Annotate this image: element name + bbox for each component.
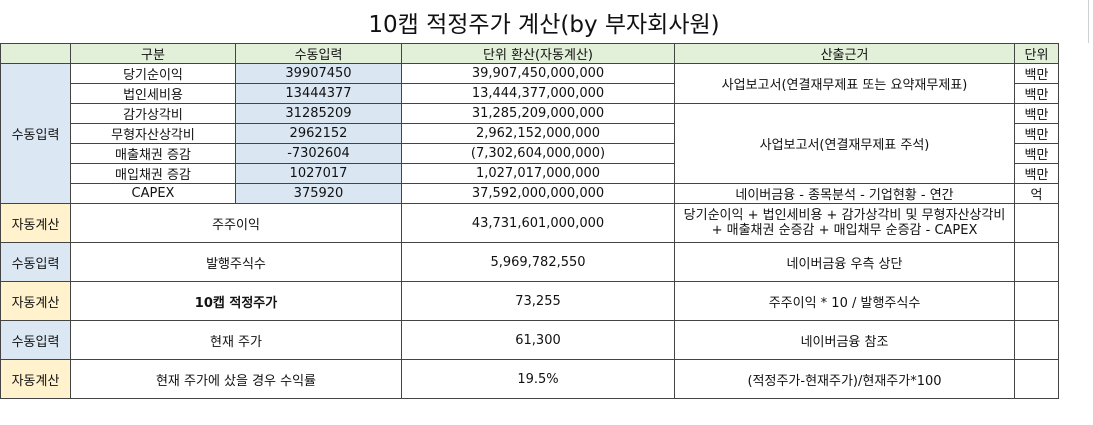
item-cell[interactable]: 당기순이익 bbox=[70, 63, 236, 84]
summary-row: 자동계산 주주이익 43,731,601,000,000 당기순이익 + 법인세… bbox=[0, 203, 1089, 243]
category-auto[interactable]: 자동계산 bbox=[0, 281, 71, 321]
header-converted[interactable]: 단위 환산(자동계산) bbox=[401, 43, 675, 64]
category-auto[interactable]: 자동계산 bbox=[0, 359, 71, 399]
header-cell-blank[interactable] bbox=[0, 43, 71, 64]
summary-value[interactable]: 43,731,601,000,000 bbox=[401, 203, 675, 243]
unit-cell[interactable]: 백만 bbox=[1014, 143, 1059, 164]
input-cell[interactable]: -7302604 bbox=[235, 143, 402, 164]
category-manual[interactable]: 수동입력 bbox=[0, 320, 71, 360]
item-cell[interactable]: 감가상각비 bbox=[70, 103, 236, 124]
converted-cell[interactable]: 1,027,017,000,000 bbox=[401, 163, 675, 184]
input-cell[interactable]: 39907450 bbox=[235, 63, 402, 84]
summary-basis[interactable]: 네이버금융 참조 bbox=[674, 320, 1015, 360]
basis-cell[interactable]: 사업보고서(연결재무제표 또는 요약재무제표) bbox=[674, 63, 1015, 104]
item-cell[interactable]: CAPEX bbox=[70, 183, 236, 204]
unit-cell[interactable]: 백만 bbox=[1014, 163, 1059, 184]
unit-cell[interactable]: 백만 bbox=[1014, 83, 1059, 104]
input-cell[interactable]: 13444377 bbox=[235, 83, 402, 104]
basis-cell[interactable]: 사업보고서(연결재무제표 주석) bbox=[674, 103, 1015, 184]
category-manual[interactable]: 수동입력 bbox=[0, 242, 71, 282]
unit-cell[interactable] bbox=[1014, 242, 1059, 282]
converted-cell[interactable]: 2,962,152,000,000 bbox=[401, 123, 675, 144]
item-cell[interactable]: 매출채권 증감 bbox=[70, 143, 236, 164]
converted-cell[interactable]: 13,444,377,000,000 bbox=[401, 83, 675, 104]
header-unit[interactable]: 단위 bbox=[1014, 43, 1059, 64]
item-cell[interactable]: 법인세비용 bbox=[70, 83, 236, 104]
converted-cell-negative[interactable]: (7,302,604,000,000) bbox=[401, 143, 675, 164]
unit-cell[interactable] bbox=[1014, 203, 1059, 243]
header-row: 구분 수동입력 단위 환산(자동계산) 산출근거 단위 bbox=[0, 43, 1089, 64]
sheet-title: 10캡 적정주가 계산(by 부자회사원) bbox=[0, 0, 1089, 43]
summary-value[interactable]: 61,300 bbox=[401, 320, 675, 360]
summary-value[interactable]: 5,969,782,550 bbox=[401, 242, 675, 282]
summary-label[interactable]: 주주이익 bbox=[70, 203, 402, 243]
unit-cell[interactable]: 백만 bbox=[1014, 63, 1059, 84]
table-row: CAPEX 375920 37,592,000,000,000 네이버금융 - … bbox=[1, 183, 1089, 204]
fair-price-label[interactable]: 10캡 적정주가 bbox=[70, 281, 402, 321]
unit-cell[interactable] bbox=[1014, 281, 1059, 321]
input-cell[interactable]: 2962152 bbox=[235, 123, 402, 144]
valuation-table: 구분 수동입력 단위 환산(자동계산) 산출근거 단위 수동입력 당기순이익 3… bbox=[0, 43, 1089, 399]
table-row: 매출채권 증감 -7302604 (7,302,604,000,000) 백만 bbox=[1, 143, 1089, 164]
converted-cell[interactable]: 39,907,450,000,000 bbox=[401, 63, 675, 84]
header-item[interactable]: 구분 bbox=[70, 43, 236, 64]
summary-value[interactable]: 19.5% bbox=[401, 359, 675, 399]
summary-basis[interactable]: (적정주가-현재주가)/현재주가*100 bbox=[674, 359, 1015, 399]
summary-label[interactable]: 현재 주가 bbox=[70, 320, 402, 360]
table-row: 무형자산상각비 2962152 2,962,152,000,000 백만 bbox=[1, 123, 1089, 144]
summary-row: 수동입력 현재 주가 61,300 네이버금융 참조 bbox=[0, 320, 1089, 360]
input-cell[interactable]: 31285209 bbox=[235, 103, 402, 124]
input-cell[interactable]: 1027017 bbox=[235, 163, 402, 184]
header-basis[interactable]: 산출근거 bbox=[674, 43, 1015, 64]
converted-cell[interactable]: 37,592,000,000,000 bbox=[401, 183, 675, 204]
basis-cell[interactable]: 네이버금융 - 종목분석 - 기업현황 - 연간 bbox=[674, 183, 1015, 204]
fair-price-value[interactable]: 73,255 bbox=[401, 281, 675, 321]
item-cell[interactable]: 무형자산상각비 bbox=[70, 123, 236, 144]
summary-basis[interactable]: 당기순이익 + 법인세비용 + 감가상각비 및 무형자산상각비 + 매출채권 순… bbox=[674, 203, 1015, 243]
converted-cell[interactable]: 31,285,209,000,000 bbox=[401, 103, 675, 124]
unit-cell[interactable]: 억 bbox=[1014, 183, 1059, 204]
summary-basis[interactable]: 주주이익 * 10 / 발행주식수 bbox=[674, 281, 1015, 321]
input-cell[interactable]: 375920 bbox=[235, 183, 402, 204]
unit-cell[interactable]: 백만 bbox=[1014, 123, 1059, 144]
blank-cell bbox=[1058, 43, 1089, 64]
summary-row: 자동계산 10캡 적정주가 73,255 주주이익 * 10 / 발행주식수 bbox=[0, 281, 1089, 321]
table-row: 수동입력 당기순이익 39907450 39,907,450,000,000 사… bbox=[0, 63, 1089, 204]
category-manual[interactable]: 수동입력 bbox=[0, 63, 71, 204]
summary-row: 수동입력 발행주식수 5,969,782,550 네이버금융 우측 상단 bbox=[0, 242, 1089, 282]
category-auto[interactable]: 자동계산 bbox=[0, 203, 71, 243]
table-row: 감가상각비 31285209 31,285,209,000,000 사업보고서(… bbox=[1, 103, 1089, 184]
table-row: 법인세비용 13444377 13,444,377,000,000 백만 bbox=[1, 83, 1089, 104]
summary-basis[interactable]: 네이버금융 우측 상단 bbox=[674, 242, 1015, 282]
unit-cell[interactable]: 백만 bbox=[1014, 103, 1059, 124]
summary-label[interactable]: 발행주식수 bbox=[70, 242, 402, 282]
header-input[interactable]: 수동입력 bbox=[235, 43, 402, 64]
unit-cell[interactable] bbox=[1014, 320, 1059, 360]
item-cell[interactable]: 매입채권 증감 bbox=[70, 163, 236, 184]
summary-row: 자동계산 현재 주가에 샀을 경우 수익률 19.5% (적정주가-현재주가)/… bbox=[0, 359, 1089, 399]
unit-cell[interactable] bbox=[1014, 359, 1059, 399]
summary-label[interactable]: 현재 주가에 샀을 경우 수익률 bbox=[70, 359, 402, 399]
